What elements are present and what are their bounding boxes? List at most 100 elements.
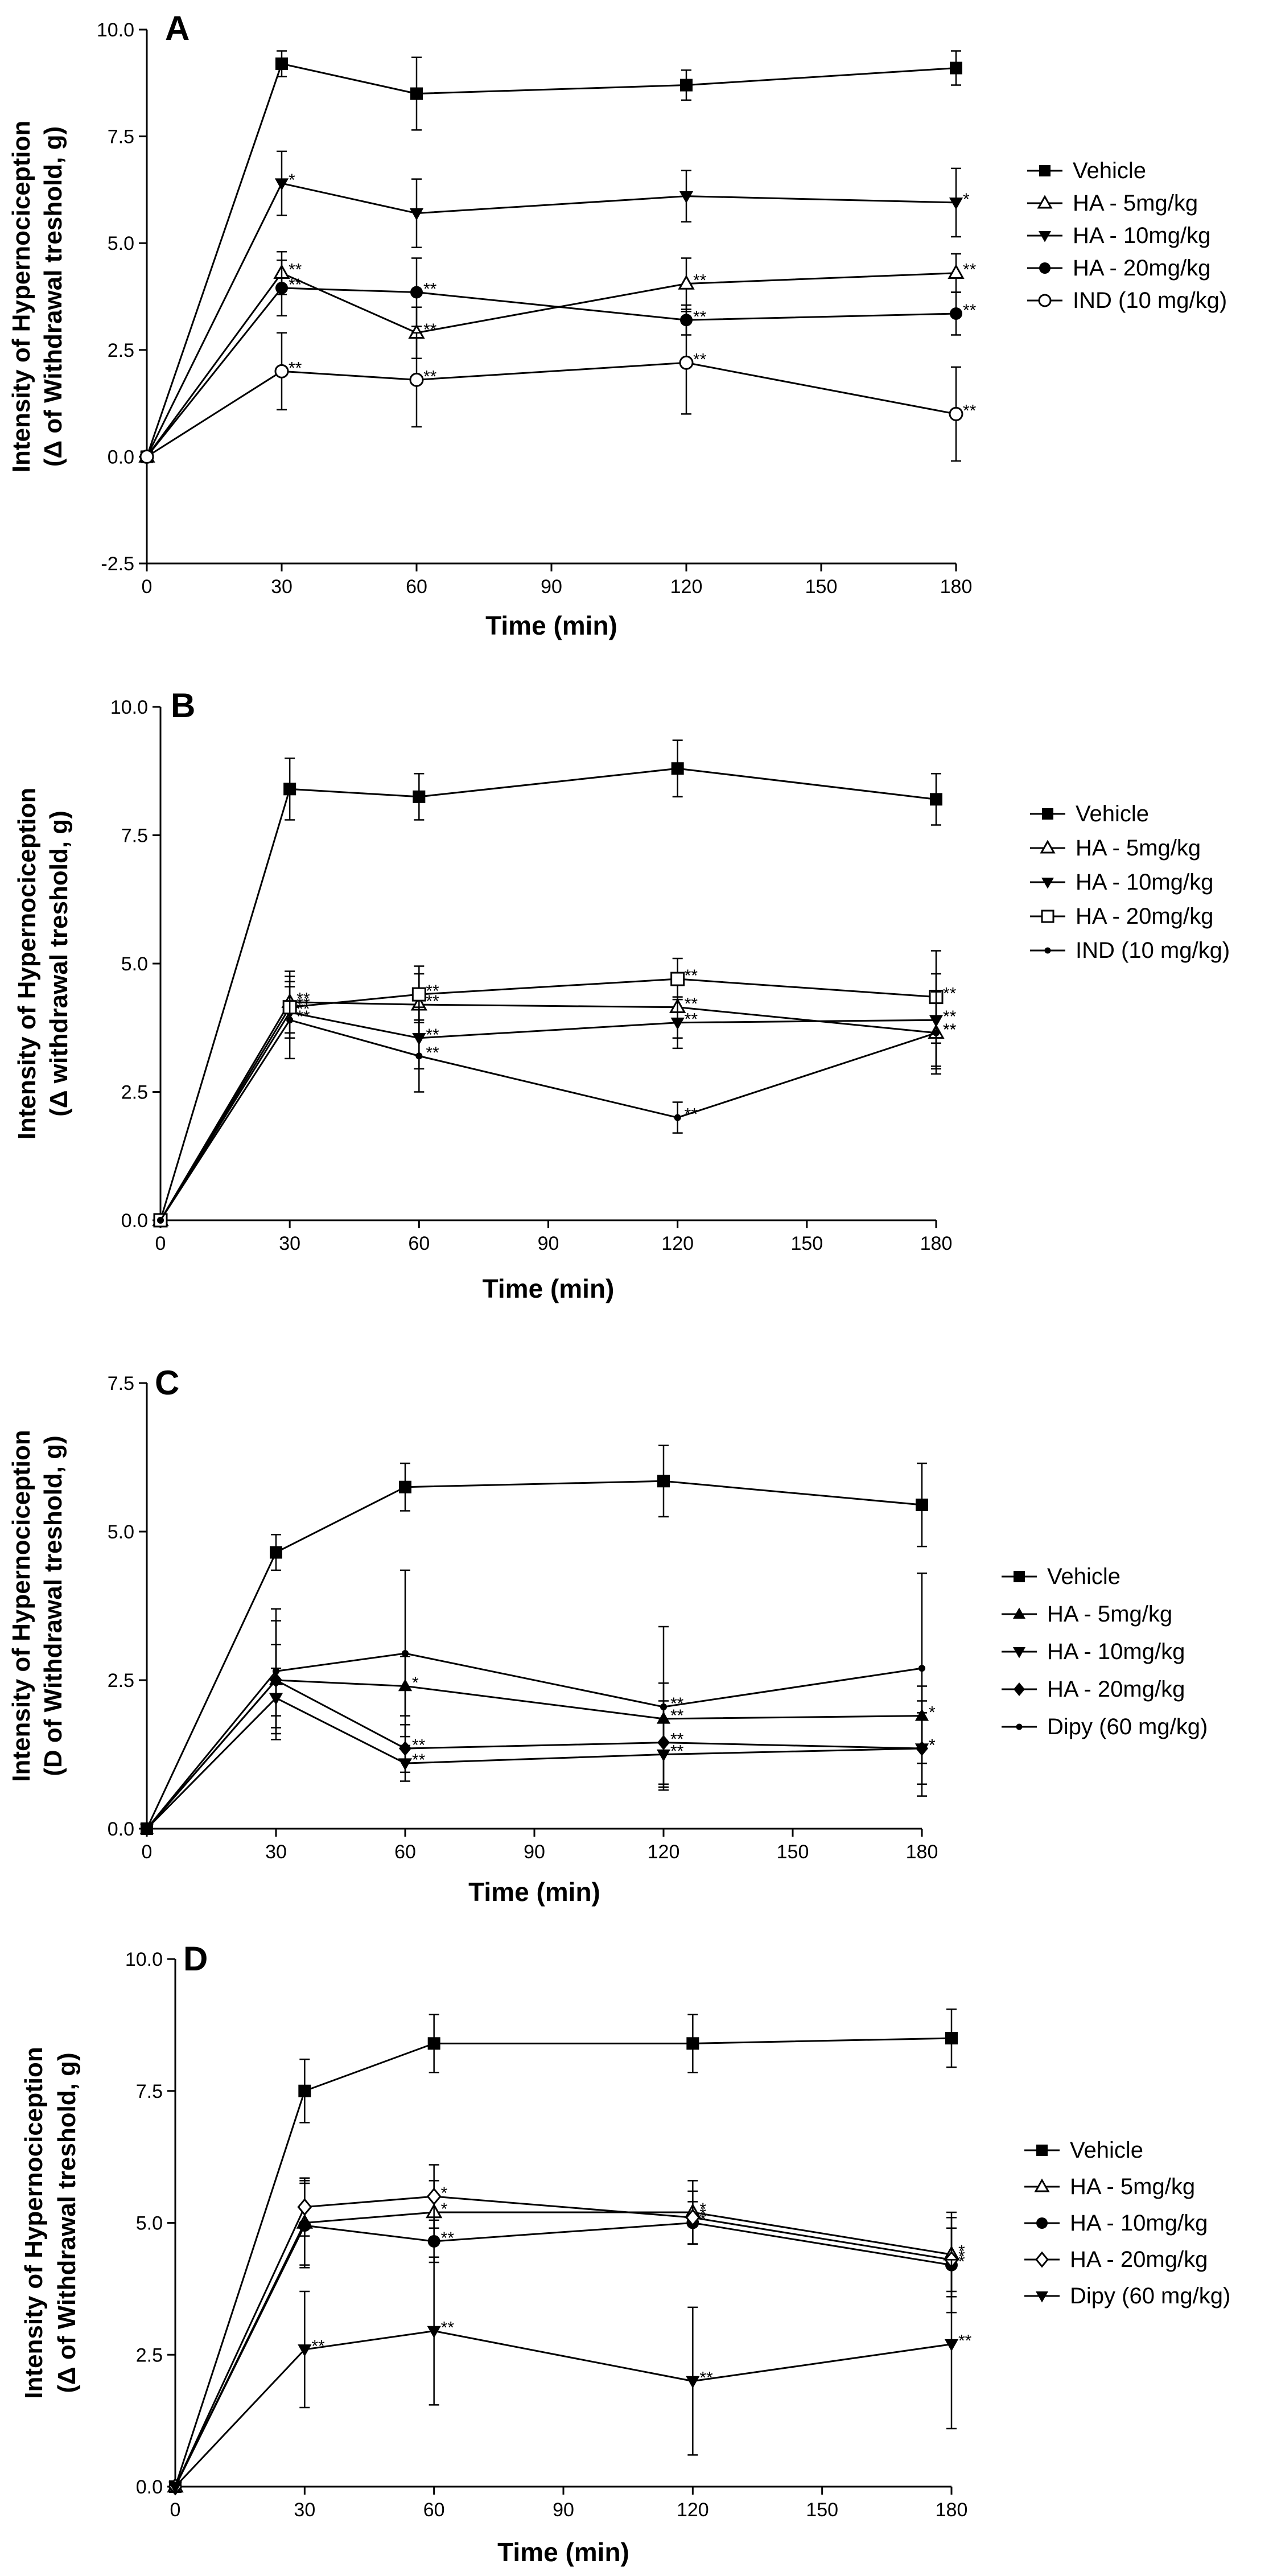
y-tick-label: -2.5 [101, 553, 134, 575]
x-tick-label: 180 [906, 1841, 938, 1863]
data-point [413, 790, 426, 803]
x-tick-label: 0 [170, 2499, 181, 2521]
legend-marker [1039, 165, 1051, 176]
legend-marker [1036, 2291, 1048, 2303]
y-tick-label: 7.5 [136, 2081, 163, 2102]
series-1: ******** [152, 970, 957, 1227]
y-tick-label: 0.0 [136, 2476, 163, 2498]
series-3: ******** [153, 950, 957, 1228]
data-point [674, 1114, 681, 1121]
data-point [657, 1475, 670, 1488]
data-point [274, 178, 289, 191]
legend-label: Vehicle [1073, 158, 1146, 183]
significance-label: ** [685, 1105, 698, 1124]
significance-label: * [441, 2184, 448, 2203]
series-1: *** * [139, 1620, 936, 1834]
legend-label: HA - 5mg/kg [1073, 191, 1198, 216]
significance-label: ** [699, 2369, 713, 2388]
y-tick-label: 5.0 [121, 953, 148, 975]
chart-b-svg: 0.0 2.5 5.0 7.5 10.0 0 30 60 90 120 150 180 Time (mi… [13, 686, 1230, 1303]
panel-letter: A [165, 9, 190, 47]
x-tick-label: 180 [920, 1233, 953, 1254]
significance-label: ** [289, 359, 302, 377]
data-point [275, 57, 288, 71]
data-point [410, 87, 423, 100]
legend-label: HA - 5mg/kg [1070, 2174, 1195, 2199]
significance-label: ** [963, 401, 977, 420]
legend: Vehicle HA - 5mg/kg HA - 10mg/kg HA - 20mg/… [1030, 801, 1230, 963]
significance-label: ** [296, 990, 310, 1009]
series-line [146, 1679, 922, 1829]
data-point [679, 191, 694, 204]
y-tick-label: 0.0 [108, 1818, 134, 1840]
y-axis-label-line2: (Δ of Withdrawal treshold, g) [39, 126, 67, 467]
significance-label: * [929, 1703, 936, 1722]
significance-label: ** [423, 279, 437, 298]
legend-marker [1016, 1723, 1023, 1730]
x-tick-label: 0 [155, 1233, 166, 1254]
y-axis-label-line1: Intensity of Hypernociception [13, 788, 41, 1140]
legend-label: HA - 20mg/kg [1073, 256, 1210, 281]
x-tick-label: 0 [142, 576, 153, 598]
data-point [298, 2344, 312, 2357]
significance-label: ** [289, 261, 302, 279]
significance-label: ** [685, 966, 698, 985]
legend-marker [1036, 2145, 1048, 2156]
y-axis-label-line1: Intensity of Hypernociception [20, 2047, 48, 2399]
data-point [670, 972, 685, 986]
significance-label: ** [943, 1020, 957, 1039]
series-4: ** ** ** ** [139, 311, 977, 464]
data-point [411, 987, 426, 1002]
panel-letter: C [155, 1364, 179, 1402]
y-tick-label: 5.0 [108, 233, 134, 254]
series-line [146, 271, 957, 458]
significance-label: ** [426, 992, 439, 1011]
x-tick-label: 150 [777, 1841, 809, 1863]
chart-panel-b: 0.0 2.5 5.0 7.5 10.0 0 30 60 90 120 150 180 Time (mi… [0, 655, 1277, 1338]
x-tick-label: 60 [423, 2499, 445, 2521]
y-tick-label: 2.5 [108, 1670, 134, 1692]
x-axis-label: Time (min) [483, 1274, 615, 1303]
legend-label: HA - 20mg/kg [1070, 2247, 1208, 2272]
data-point [415, 1052, 423, 1060]
x-tick-label: 30 [265, 1841, 287, 1863]
significance-label: ** [289, 275, 302, 294]
data-point [401, 1649, 409, 1657]
data-point [679, 355, 694, 370]
x-tick-label: 30 [279, 1233, 300, 1254]
data-point [686, 2376, 700, 2389]
data-point [270, 1546, 282, 1559]
significance-label: ** [441, 2319, 455, 2338]
legend-marker [1014, 1682, 1025, 1696]
significance-label: * [441, 2200, 448, 2219]
data-point [143, 1825, 151, 1833]
series-0 [154, 739, 942, 1227]
series-line [159, 1011, 937, 1221]
legend-label: HA - 5mg/kg [1076, 836, 1201, 861]
data-point [409, 208, 424, 221]
y-tick-label: 5.0 [108, 1521, 134, 1543]
x-tick-label: 60 [406, 576, 427, 598]
legend-marker [1042, 808, 1053, 820]
legend-label: IND (10 mg/kg) [1073, 288, 1227, 313]
legend-marker [1034, 2178, 1050, 2192]
data-point [678, 274, 695, 290]
series-2: ****** ** [153, 973, 957, 1228]
series-3: ******** [141, 257, 977, 463]
significance-label: * [412, 1673, 419, 1692]
series-0 [169, 2008, 958, 2493]
data-point [918, 1665, 926, 1672]
y-tick-label: 10.0 [97, 19, 134, 41]
data-point [297, 2198, 312, 2216]
legend-label: HA - 10mg/kg [1047, 1639, 1185, 1664]
legend-marker [1041, 878, 1054, 889]
significance-label: ** [296, 1000, 310, 1019]
legend-label: Dipy (60 mg/kg) [1070, 2283, 1230, 2308]
data-point [427, 2037, 440, 2050]
series-1: ******** [138, 250, 977, 463]
x-tick-label: 90 [524, 1841, 545, 1863]
data-point [916, 1499, 928, 1512]
legend-label: Vehicle [1076, 801, 1149, 826]
x-tick-label: 150 [805, 576, 838, 598]
data-point [949, 406, 963, 421]
